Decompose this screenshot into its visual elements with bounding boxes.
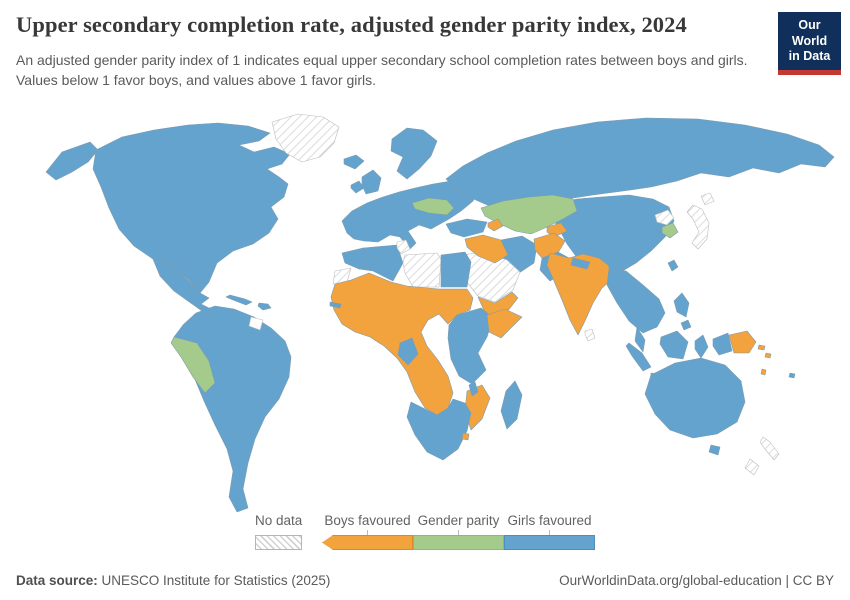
legend-no-data-label: No data — [255, 513, 303, 528]
map-region-nepal[interactable] — [570, 257, 591, 270]
map-region-japan[interactable] — [686, 204, 710, 250]
map-region-europe-mainland[interactable] — [341, 179, 480, 250]
map-region-tasmania[interactable] — [708, 444, 721, 456]
map-region-sri-lanka[interactable] — [584, 328, 596, 342]
owid-logo-red-bar — [778, 69, 841, 75]
map-region-new-zealand-north[interactable] — [759, 436, 780, 461]
map-region-azerbaijan[interactable] — [487, 218, 504, 232]
map-region-cameroon-gabon[interactable] — [397, 337, 419, 366]
map-region-iceland[interactable] — [343, 154, 365, 170]
map-region-south-korea[interactable] — [661, 222, 679, 239]
legend-tick-1 — [367, 530, 368, 535]
map-region-solomon-islands[interactable] — [757, 344, 766, 351]
map-region-somalia[interactable] — [486, 308, 523, 339]
map-region-tunisia[interactable] — [396, 239, 411, 255]
map-region-canada-usa[interactable] — [92, 122, 291, 294]
legend-tick-3 — [549, 530, 550, 535]
legend-label-gender-parity: Gender parity — [417, 513, 500, 528]
map-region-peru[interactable] — [170, 336, 216, 394]
map-region-australia[interactable] — [644, 357, 746, 439]
map-region-new-zealand-south[interactable] — [744, 458, 760, 476]
map-region-syria-iraq[interactable] — [464, 234, 509, 264]
legend-color-bar — [322, 535, 595, 550]
map-region-fiji[interactable] — [788, 372, 796, 379]
chart-subtitle: An adjusted gender parity index of 1 ind… — [16, 52, 748, 89]
map-region-united-kingdom[interactable] — [361, 169, 382, 195]
map-legend: No data Boys favoured Gender parity Girl… — [255, 513, 600, 553]
map-region-north-korea[interactable] — [654, 209, 675, 226]
map-region-hungary-romania[interactable] — [411, 197, 455, 216]
owid-logo[interactable]: Our World in Data — [778, 12, 841, 75]
owid-credit-link[interactable]: OurWorldinData.org/global-education | CC… — [559, 573, 834, 588]
map-region-egypt[interactable] — [440, 251, 472, 288]
map-region-papua-new-guinea[interactable] — [728, 330, 757, 354]
legend-segment-gender-parity[interactable] — [413, 535, 504, 550]
map-region-cuba[interactable] — [225, 294, 253, 306]
owid-logo-box: Our World in Data — [778, 12, 841, 70]
page-title: Upper secondary completion rate, adjuste… — [16, 12, 687, 37]
legend-tick-2 — [458, 530, 459, 535]
map-region-taiwan[interactable] — [667, 259, 679, 272]
legend-bar-block: Boys favoured Gender parity Girls favour… — [322, 513, 595, 550]
map-region-libya[interactable] — [402, 252, 442, 288]
map-region-malawi[interactable] — [468, 381, 479, 397]
legend-no-data-swatch[interactable] — [255, 535, 302, 550]
map-region-scandinavia[interactable] — [390, 127, 438, 180]
map-region-french-guiana[interactable] — [248, 316, 264, 331]
world-choropleth-map[interactable] — [0, 110, 850, 512]
map-region-sulawesi[interactable] — [694, 334, 709, 359]
map-region-philippines[interactable] — [673, 292, 690, 318]
map-region-borneo[interactable] — [659, 330, 689, 360]
data-source-label: Data source: — [16, 573, 98, 588]
legend-segment-girls-favoured[interactable] — [504, 535, 595, 550]
map-region-india-bangladesh[interactable] — [546, 252, 614, 336]
map-region-sumatra[interactable] — [625, 342, 652, 372]
map-region-southern-africa[interactable] — [406, 398, 472, 461]
owid-logo-line2: in Data — [788, 49, 831, 64]
map-region-greenland[interactable] — [271, 113, 340, 163]
owid-logo-line1: Our World — [791, 18, 828, 48]
legend-segment-boys-favoured[interactable] — [322, 535, 413, 550]
map-region-gambia[interactable] — [329, 301, 342, 309]
map-region-malay-peninsula[interactable] — [634, 326, 646, 353]
map-region-alaska[interactable] — [45, 141, 99, 181]
legend-label-boys-favoured: Boys favoured — [324, 513, 411, 528]
map-region-west-papua[interactable] — [712, 332, 733, 356]
data-source: Data source: UNESCO Institute for Statis… — [16, 573, 330, 588]
legend-label-girls-favoured: Girls favoured — [507, 513, 592, 528]
map-region-ireland[interactable] — [350, 180, 365, 194]
map-region-ethiopia-kenya-tanzania[interactable] — [447, 307, 494, 385]
legend-no-data: No data — [255, 513, 302, 550]
map-region-japan-hokkaido[interactable] — [700, 192, 715, 206]
chart-footer: Data source: UNESCO Institute for Statis… — [16, 573, 834, 588]
map-region-philippines-south[interactable] — [680, 319, 692, 331]
map-region-vanuatu[interactable] — [760, 368, 767, 376]
data-source-text: UNESCO Institute for Statistics (2025) — [97, 573, 331, 588]
map-region-turkey[interactable] — [445, 218, 488, 238]
map-region-south-america[interactable] — [173, 305, 292, 512]
map-region-hispaniola[interactable] — [257, 302, 272, 311]
map-region-madagascar[interactable] — [500, 380, 523, 430]
legend-labels: Boys favoured Gender parity Girls favour… — [322, 513, 595, 528]
map-region-eswatini[interactable] — [461, 432, 470, 441]
map-region-solomon-islands-2[interactable] — [764, 352, 772, 359]
map-region-indochina-myanmar[interactable] — [606, 268, 666, 334]
